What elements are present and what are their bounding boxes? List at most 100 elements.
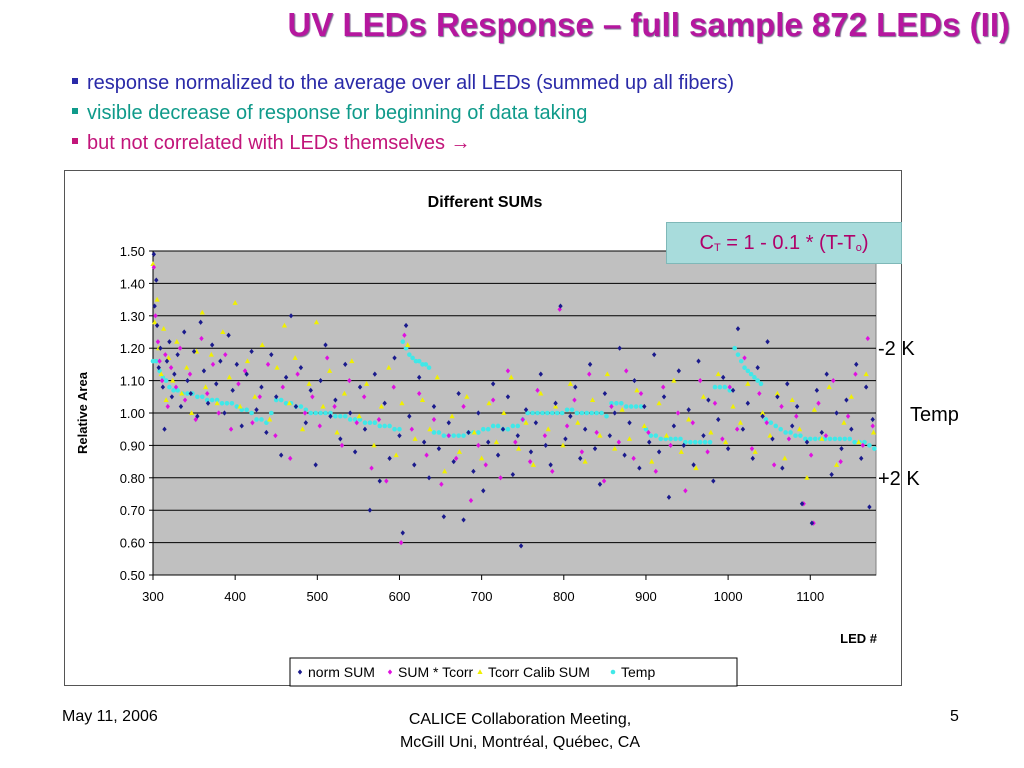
tcorr-calib-sum-point [841, 419, 847, 425]
sum-tcorr-point [675, 410, 681, 416]
norm-sum-point [162, 426, 167, 432]
sum-tcorr-point [288, 455, 293, 461]
norm-sum-point [175, 352, 180, 358]
temp-point [185, 391, 190, 396]
tcorr-calib-sum-point [530, 462, 536, 467]
tcorr-calib-sum-point [745, 381, 751, 386]
temp-point [574, 410, 580, 416]
temp-point [308, 410, 314, 416]
sum-tcorr-point [163, 352, 168, 358]
temp-point [683, 439, 688, 445]
tcorr-calib-sum-point [612, 445, 618, 451]
temp-point [461, 433, 466, 438]
sum-tcorr-point [853, 371, 858, 377]
norm-sum-point [799, 501, 805, 507]
tcorr-calib-sum-point [456, 449, 463, 454]
norm-sum-point [867, 504, 872, 510]
norm-sum-point [456, 390, 461, 397]
sum-tcorr-point [587, 371, 592, 377]
sum-tcorr-point [668, 442, 673, 448]
norm-sum-point [515, 433, 520, 439]
temp-point [648, 433, 654, 438]
temp-point [229, 400, 235, 406]
x-tick-label: 700 [471, 589, 493, 604]
norm-sum-point [656, 449, 662, 455]
norm-sum-point [647, 439, 652, 445]
tcorr-calib-sum-point [161, 325, 167, 331]
temp-point [862, 439, 867, 445]
temp-point [589, 410, 595, 416]
temp-point [480, 426, 486, 432]
norm-sum-point [849, 426, 854, 432]
norm-sum-point [407, 413, 412, 419]
norm-sum-point [372, 371, 378, 377]
temp-point [298, 404, 304, 409]
norm-sum-point [283, 374, 289, 380]
norm-sum-point [720, 374, 726, 380]
tcorr-calib-sum-point [244, 358, 251, 364]
temp-point [313, 410, 318, 416]
norm-sum-point [169, 394, 175, 400]
sum-tcorr-point [216, 410, 221, 416]
temp-point [628, 404, 634, 409]
norm-sum-point [814, 387, 820, 393]
x-tick-label: 400 [224, 589, 246, 604]
tcorr-calib-sum-point [767, 432, 773, 438]
legend-label: Tcorr Calib SUM [488, 664, 590, 680]
sum-tcorr-point [505, 368, 511, 374]
sum-tcorr-point [550, 468, 555, 474]
x-tick-label: 300 [142, 589, 164, 604]
temp-point [803, 436, 808, 442]
norm-sum-point [254, 407, 259, 413]
temp-point [623, 404, 629, 409]
sum-tcorr-point [273, 433, 278, 439]
square-bullet-icon [72, 77, 78, 84]
tcorr-calib-sum-point [341, 390, 348, 396]
tcorr-calib-sum-point [597, 432, 603, 438]
tcorr-calib-sum-point [523, 419, 529, 425]
tcorr-calib-sum-point [870, 429, 877, 435]
x-tick-label: 1000 [714, 589, 743, 604]
temp-point [668, 436, 673, 442]
sum-tcorr-point [199, 335, 204, 342]
sum-tcorr-point [683, 488, 688, 494]
tcorr-calib-sum-point [604, 371, 610, 377]
temp-point [342, 413, 348, 419]
norm-sum-point [274, 394, 279, 400]
temp-point [653, 433, 659, 438]
temp-point [559, 410, 565, 416]
sum-tcorr-point [749, 446, 755, 452]
temp-point [540, 410, 545, 416]
sum-tcorr-legend-key [387, 669, 393, 675]
temp-point [827, 436, 833, 442]
sum-tcorr-point [177, 345, 183, 351]
bullet-text: response normalized to the average over … [87, 72, 734, 94]
footer-event-line1: CALICE Collaboration Meeting, [408, 711, 632, 728]
norm-sum-point [607, 433, 613, 439]
norm-sum-point [794, 403, 800, 410]
x-tick-label: 500 [306, 589, 328, 604]
temp-point [748, 371, 754, 377]
norm-sum-point [755, 365, 760, 371]
temp-point [214, 397, 220, 403]
tcorr-calib-sum-point [856, 439, 862, 445]
sum-tcorr-point [361, 394, 367, 400]
norm-sum-point [218, 358, 223, 364]
norm-sum-point [696, 358, 701, 364]
temp-point [678, 436, 683, 442]
tcorr-calib-sum-point [656, 400, 662, 406]
norm-sum-point [495, 452, 501, 458]
temp-point [485, 426, 491, 432]
norm-sum-point [264, 429, 269, 436]
temp-point [403, 345, 409, 351]
temp-point [788, 430, 793, 435]
bullet-item: but not correlated with LEDs themselves … [72, 128, 734, 158]
temp-point [431, 430, 437, 435]
temp-point [727, 388, 733, 393]
page-number: 5 [950, 708, 959, 725]
temp-point [423, 362, 429, 367]
tcorr-calib-sum-point [274, 364, 280, 370]
norm-sum-point [249, 348, 254, 355]
temp-point [837, 436, 843, 442]
arrow-right-icon: → [450, 132, 471, 154]
